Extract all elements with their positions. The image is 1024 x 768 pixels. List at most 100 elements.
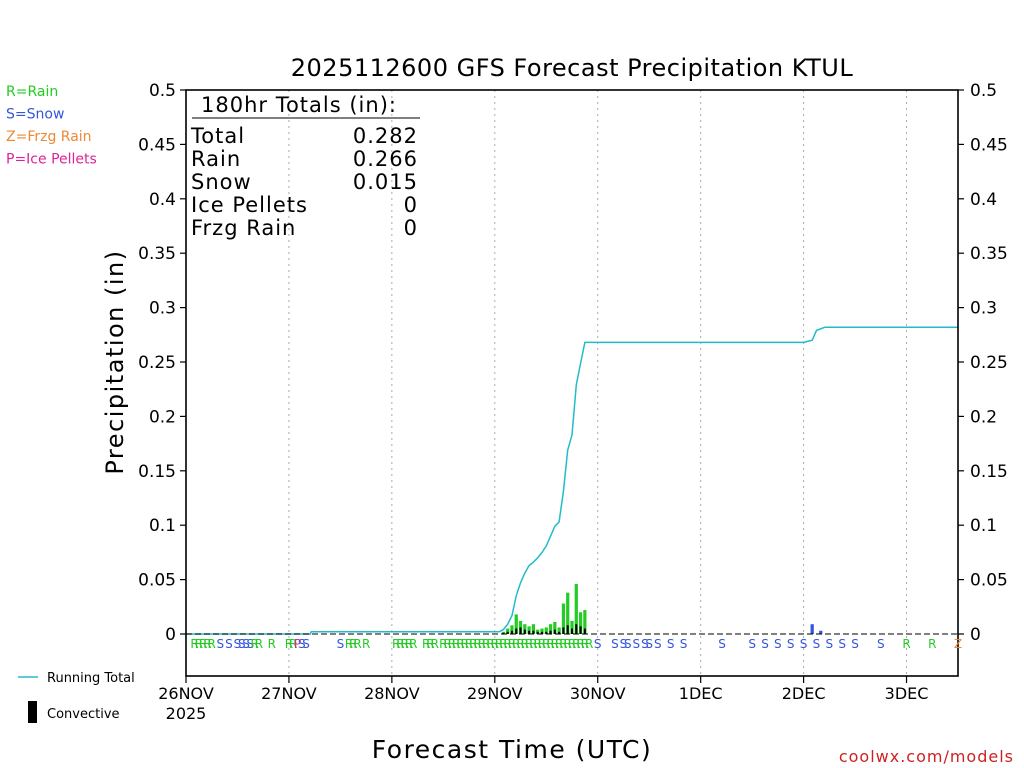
type-mark-48: R xyxy=(508,637,516,651)
type-mark-84: S xyxy=(826,637,834,651)
precip-bar-20 xyxy=(810,624,814,634)
totals-row-value-2: 0.015 xyxy=(353,170,418,194)
type-mark-22: R xyxy=(353,637,361,651)
plot-frame xyxy=(185,89,959,677)
y-tick-label-left-9: 0.45 xyxy=(138,135,176,155)
convective-legend-swatch xyxy=(28,701,37,723)
type-mark-15: R xyxy=(289,637,297,651)
convective-bar-17 xyxy=(575,624,578,634)
type-mark-41: R xyxy=(478,637,486,651)
type-legend-Z: Z=Frzg Rain xyxy=(6,129,92,145)
type-mark-82: S xyxy=(800,637,808,651)
type-mark-40: R xyxy=(473,637,481,651)
y-axis-label: Precipitation (in) xyxy=(101,249,129,474)
type-mark-42: R xyxy=(482,637,490,651)
type-mark-52: R xyxy=(525,637,533,651)
type-mark-80: S xyxy=(774,637,782,651)
type-mark-16: P xyxy=(294,637,301,651)
type-mark-33: R xyxy=(443,637,451,651)
type-mark-11: R xyxy=(250,637,258,651)
type-mark-19: S xyxy=(337,637,345,651)
type-mark-13: R xyxy=(268,637,276,651)
type-mark-44: R xyxy=(491,637,499,651)
x-tick-label-0: 26NOV xyxy=(158,684,214,703)
convective-bar-9 xyxy=(540,631,543,634)
y-tick-label-left-8: 0.4 xyxy=(149,190,176,210)
type-mark-34: R xyxy=(448,637,456,651)
type-mark-21: R xyxy=(349,637,357,651)
type-mark-50: R xyxy=(516,637,524,651)
type-mark-32: R xyxy=(439,637,447,651)
y-tick-label-right-1: 0.05 xyxy=(970,571,1008,591)
running-total-line xyxy=(186,326,958,635)
type-mark-14: R xyxy=(285,637,293,651)
y-tick-label-left-3: 0.15 xyxy=(138,462,176,482)
precip-bar-6 xyxy=(527,626,531,634)
y-tick-label-right-6: 0.3 xyxy=(970,299,997,319)
type-mark-54: R xyxy=(534,637,542,651)
convective-bar-8 xyxy=(536,631,539,634)
type-mark-36: R xyxy=(456,637,464,651)
chart-title: 2025112600 GFS Forecast Precipitation KT… xyxy=(291,54,854,82)
convective-bar-7 xyxy=(532,630,535,634)
type-mark-17: S xyxy=(298,637,306,651)
convective-bar-4 xyxy=(519,627,522,634)
type-mark-38: R xyxy=(465,637,473,651)
precip-bar-14 xyxy=(561,603,566,634)
y-tick-label-left-10: 0.5 xyxy=(149,81,176,101)
type-mark-57: R xyxy=(546,637,554,651)
type-mark-12: R xyxy=(255,637,263,651)
type-mark-8: S xyxy=(238,637,246,651)
totals-row-label-1: Rain xyxy=(191,147,241,171)
x-tick-label-4: 30NOV xyxy=(570,684,626,703)
type-mark-86: S xyxy=(851,637,859,651)
type-mark-64: R xyxy=(576,637,584,651)
type-mark-85: S xyxy=(838,637,846,651)
type-mark-67: S xyxy=(594,637,602,651)
type-mark-2: R xyxy=(199,637,207,651)
type-mark-18: S xyxy=(302,637,310,651)
precip-bar-5 xyxy=(523,624,527,634)
x-tick-label-2: 28NOV xyxy=(364,684,420,703)
y-tick-label-right-9: 0.45 xyxy=(970,135,1008,155)
convective-bar-12 xyxy=(553,629,556,634)
precip-bar-15 xyxy=(566,592,570,634)
type-mark-60: R xyxy=(559,637,567,651)
type-mark-62: R xyxy=(568,637,576,651)
totals-row-label-0: Total xyxy=(190,124,245,148)
precip-bar-13 xyxy=(557,627,561,634)
y-tick-label-right-7: 0.35 xyxy=(970,244,1008,264)
convective-bar-19 xyxy=(583,628,586,634)
y-tick-label-right-3: 0.15 xyxy=(970,462,1008,482)
type-mark-46: R xyxy=(499,637,507,651)
type-mark-63: R xyxy=(572,637,580,651)
type-mark-26: R xyxy=(401,637,409,651)
totals-row-value-0: 0.282 xyxy=(353,124,418,148)
precip-bar-3 xyxy=(514,614,518,634)
site-credit: coolwx.com/models xyxy=(839,747,1014,766)
type-mark-30: R xyxy=(426,637,434,651)
type-mark-90: Z xyxy=(954,637,962,651)
convective-bar-5 xyxy=(523,629,526,634)
type-mark-74: S xyxy=(654,637,662,651)
y-tick-label-right-10: 0.5 xyxy=(970,81,997,101)
type-mark-39: R xyxy=(469,637,477,651)
convective-bar-11 xyxy=(549,630,552,634)
y-tick-label-right-8: 0.4 xyxy=(970,190,997,210)
x-axis-label: Forecast Time (UTC) xyxy=(372,735,652,764)
type-mark-65: R xyxy=(581,637,589,651)
type-mark-66: R xyxy=(585,637,593,651)
convective-bar-3 xyxy=(515,628,518,634)
precip-bar-11 xyxy=(548,624,553,634)
type-legend-P: P=Ice Pellets xyxy=(6,152,97,168)
totals-row-value-4: 0 xyxy=(404,216,418,240)
type-mark-68: S xyxy=(611,637,619,651)
axes: 0 00.05 0.050.1 0.10.15 0.150.2 0.20.25 0.250.… xyxy=(138,81,1008,723)
totals-row-value-1: 0.266 xyxy=(353,147,418,171)
type-mark-5: S xyxy=(216,637,224,651)
type-mark-81: S xyxy=(787,637,795,651)
type-mark-56: R xyxy=(542,637,550,651)
